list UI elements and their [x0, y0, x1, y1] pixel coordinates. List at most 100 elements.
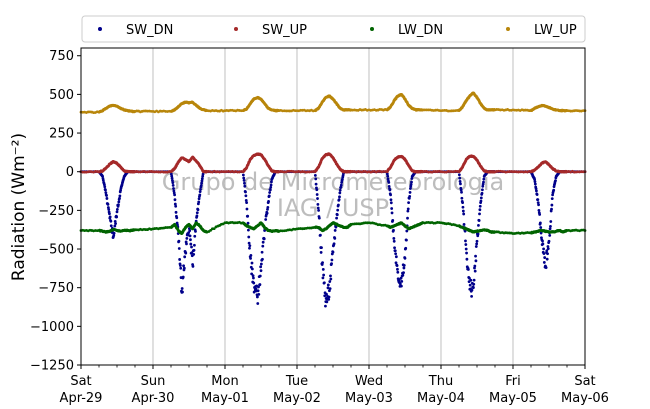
data-point-interp: [117, 203, 120, 207]
y-tick-label: −1250: [30, 359, 74, 374]
legend-label-sw-up: SW_UP: [262, 23, 307, 38]
data-point-interp: [480, 191, 484, 195]
data-point-interp: [212, 227, 216, 230]
data-point-interp: [549, 220, 553, 223]
data-point-interp: [325, 292, 328, 296]
data-point-interp: [470, 288, 474, 292]
data-point-interp: [112, 231, 116, 235]
data-point-interp: [314, 177, 318, 181]
data-point-interp: [548, 233, 552, 237]
data-point-interp: [326, 286, 330, 290]
x-tick-label-day: Thu: [428, 374, 453, 389]
data-point-interp: [107, 208, 111, 211]
data-point-interp: [552, 188, 556, 192]
data-point-interp: [392, 228, 395, 232]
data-point-interp: [195, 214, 199, 218]
data-point-interp: [267, 194, 271, 198]
data-point-interp: [262, 237, 266, 241]
x-tick-label-date: Apr-30: [132, 391, 175, 406]
data-point-interp: [249, 257, 252, 260]
data-point-interp: [387, 181, 391, 184]
data-point-interp: [173, 202, 177, 206]
data-point-interp: [314, 182, 318, 186]
data-point-interp: [544, 266, 548, 270]
data-point-interp: [542, 252, 546, 256]
data-point-interp: [268, 188, 272, 192]
x-tick-label-day: Sat: [70, 374, 91, 389]
data-point-interp: [472, 282, 476, 286]
data-point-interp: [538, 221, 542, 225]
axis-layer: 7505002500−250−500−750−1000−1250SatApr-2…: [30, 47, 609, 406]
data-point-interp: [336, 208, 340, 212]
data-point-interp: [269, 185, 273, 189]
data-point-interp: [242, 176, 246, 180]
data-point-interp: [247, 241, 251, 245]
data-point-interp: [182, 264, 186, 268]
grid-layer: [152, 48, 514, 365]
data-point-interp: [543, 256, 547, 259]
data-point-interp: [175, 216, 179, 220]
data-point-interp: [546, 247, 550, 251]
data-point-interp: [185, 236, 189, 240]
data-point-interp: [405, 229, 409, 233]
data-point-interp: [406, 209, 410, 213]
data-point-interp: [256, 302, 260, 305]
data-point-interp: [249, 253, 253, 257]
data-point: [328, 289, 331, 293]
data-point-interp: [545, 257, 549, 261]
data-point-interp: [474, 245, 478, 248]
data-point-interp: [113, 224, 117, 228]
data-point-interp: [462, 212, 466, 216]
data-point-interp: [465, 257, 469, 261]
data-point-interp: [109, 224, 113, 228]
data-point-interp: [193, 234, 197, 238]
data-point-interp: [385, 172, 389, 176]
data-point-interp: [201, 172, 205, 176]
data-point-interp: [472, 278, 476, 282]
data-point-interp: [247, 228, 250, 232]
x-tick-label-day: Wed: [355, 374, 383, 389]
data-point-interp: [170, 176, 174, 180]
data-point: [252, 281, 256, 285]
data-point-interp: [108, 212, 111, 216]
data-point-interp: [198, 190, 202, 194]
data-point-interp: [170, 174, 174, 178]
data-point-interp: [390, 211, 394, 215]
data-point-interp: [537, 203, 540, 207]
data-point-interp: [402, 271, 405, 275]
data-point-interp: [478, 204, 482, 208]
data-point-interp: [333, 236, 337, 240]
data-point-interp: [460, 196, 464, 200]
data-point-interp: [199, 188, 202, 191]
data-point-interp: [549, 224, 552, 228]
data-point-interp: [461, 205, 465, 209]
y-tick-label: −500: [38, 243, 74, 258]
data-point-interp: [546, 245, 550, 248]
data-point-interp: [459, 182, 462, 186]
data-point-interp: [267, 200, 270, 203]
data-point-interp: [316, 197, 319, 200]
data-point-interp: [261, 257, 264, 261]
data-point-interp: [479, 196, 483, 200]
data-point-interp: [410, 180, 413, 184]
data-point-interp: [539, 226, 543, 229]
data-point-interp: [397, 278, 401, 282]
legend-marker-sw-up: [234, 27, 238, 31]
data-point: [461, 201, 464, 205]
data-point-interp: [195, 211, 199, 215]
data-point-interp: [178, 258, 182, 261]
data-point-interp: [199, 184, 203, 187]
data-point-interp: [550, 207, 553, 211]
data-point-interp: [410, 177, 414, 180]
data-point-interp: [338, 195, 341, 199]
data-point: [115, 210, 119, 214]
data-point-interp: [115, 215, 119, 219]
data-point-interp: [339, 183, 343, 187]
data-point-interp: [334, 225, 338, 229]
data-point-interp: [389, 201, 393, 205]
data-point-interp: [535, 193, 539, 196]
data-point-interp: [457, 173, 461, 177]
y-tick-label: 250: [49, 127, 74, 142]
data-point-interp: [115, 207, 119, 211]
data-point-interp: [333, 229, 337, 232]
